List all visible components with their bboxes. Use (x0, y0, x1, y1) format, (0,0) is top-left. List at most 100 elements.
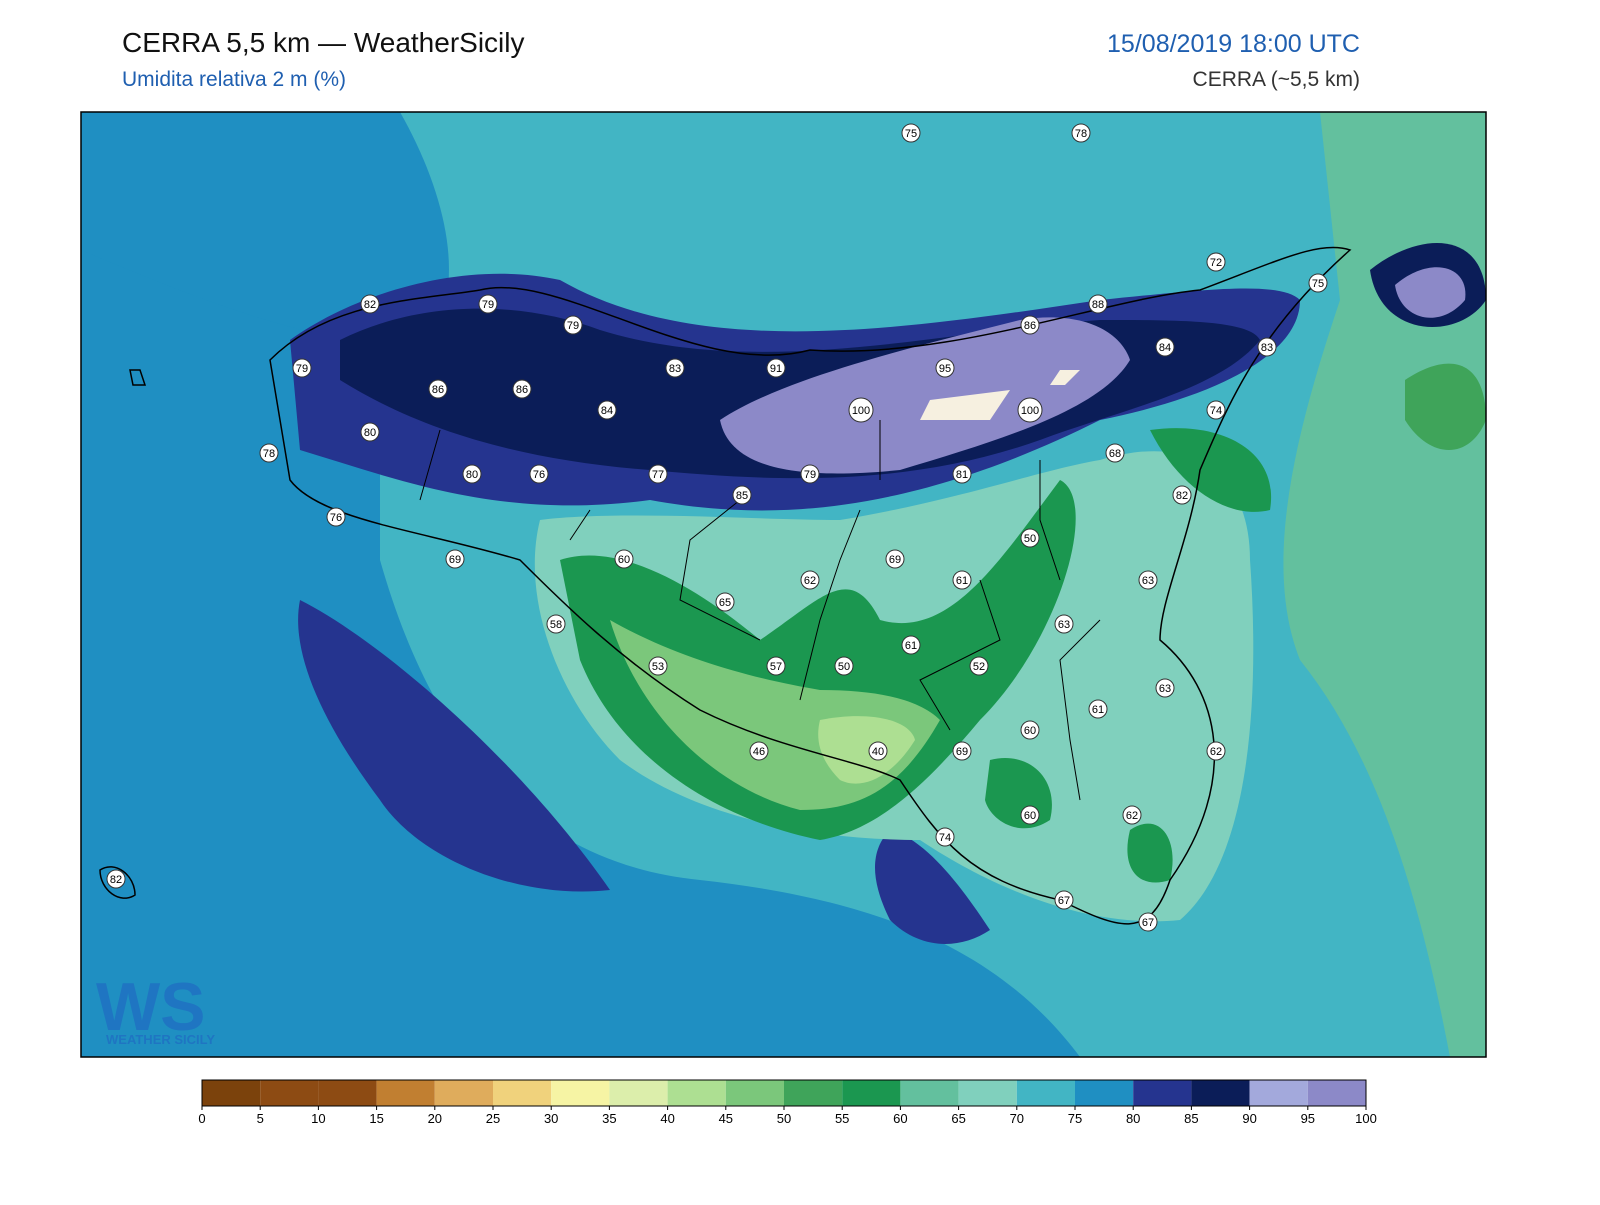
station-marker (1088, 294, 1108, 314)
station-marker (1308, 273, 1328, 293)
station-value: 86 (1024, 320, 1036, 332)
colorbar-segment (1133, 1080, 1192, 1106)
station-value: 69 (889, 554, 901, 566)
colorbar: 0 5 10 15 20 25 30 35 40 45 50 55 60 65 70 75 80 85 90 95 10… (198, 1079, 1377, 1126)
station-marker (1138, 912, 1158, 932)
station-value: 63 (1058, 619, 1070, 631)
colorbar-segment (1307, 1080, 1366, 1106)
station-marker (1105, 443, 1125, 463)
colorbar-segment (784, 1080, 843, 1106)
station-value: 82 (364, 299, 376, 311)
station-marker (1054, 890, 1074, 910)
station-marker (462, 464, 482, 484)
colorbar-tick-label: 20 (428, 1111, 442, 1126)
colorbar-tick-label: 15 (369, 1111, 383, 1126)
station-marker (1020, 315, 1040, 335)
station-marker (901, 635, 921, 655)
station-marker (1172, 485, 1192, 505)
station-value: 88 (1092, 299, 1104, 311)
station-value: 78 (263, 448, 275, 460)
station-value: 69 (956, 746, 968, 758)
colorbar-tick-label: 60 (893, 1111, 907, 1126)
station-marker (1155, 678, 1175, 698)
station-value: 61 (1092, 704, 1104, 716)
station-marker (715, 592, 735, 612)
station-marker (834, 656, 854, 676)
title: CERRA 5,5 km — WeatherSicily (122, 27, 525, 58)
colorbar-segment (376, 1080, 435, 1106)
field (81, 112, 1486, 1057)
station-marker (665, 358, 685, 378)
station-value: 86 (432, 384, 444, 396)
station-value: 62 (1126, 810, 1138, 822)
station-value: 81 (956, 469, 968, 481)
colorbar-tick-label: 40 (660, 1111, 674, 1126)
station-marker (969, 656, 989, 676)
station-value: 91 (770, 363, 782, 375)
station-value: 67 (1142, 917, 1154, 929)
station-value: 78 (1075, 128, 1087, 140)
station-value: 40 (872, 746, 884, 758)
station-marker (885, 549, 905, 569)
station-value: 58 (550, 619, 562, 631)
colorbar-segment (958, 1080, 1017, 1106)
station-value: 80 (364, 427, 376, 439)
station-marker (292, 358, 312, 378)
colorbar-segment (842, 1080, 901, 1106)
station-value: 67 (1058, 895, 1070, 907)
colorbar-tick-label: 55 (835, 1111, 849, 1126)
station-value: 62 (804, 575, 816, 587)
colorbar-tick-label: 25 (486, 1111, 500, 1126)
station-marker (326, 507, 346, 527)
station-value: 60 (1024, 810, 1036, 822)
station-marker (648, 464, 668, 484)
station-marker (952, 570, 972, 590)
station-marker (529, 464, 549, 484)
station-value: 79 (567, 320, 579, 332)
station-marker (952, 741, 972, 761)
station-marker (800, 570, 820, 590)
station-marker (1138, 570, 1158, 590)
station-value: 83 (669, 363, 681, 375)
station-value: 85 (736, 490, 748, 502)
datetime: 15/08/2019 18:00 UTC (1107, 30, 1360, 58)
station-value: 46 (753, 746, 765, 758)
station-marker (648, 656, 668, 676)
station-marker (935, 358, 955, 378)
station-marker (1020, 720, 1040, 740)
station-value: 79 (296, 363, 308, 375)
colorbar-tick-label: 80 (1126, 1111, 1140, 1126)
station-marker (445, 549, 465, 569)
station-value: 84 (601, 405, 613, 417)
colorbar-tick-label: 70 (1010, 1111, 1024, 1126)
station-value: 86 (516, 384, 528, 396)
colorbar-tick-label: 35 (602, 1111, 616, 1126)
colorbar-segment (1016, 1080, 1075, 1106)
station-marker (360, 294, 380, 314)
station-value: 79 (804, 469, 816, 481)
station-value: 95 (939, 363, 951, 375)
station-marker (1071, 123, 1091, 143)
colorbar-segment (667, 1080, 726, 1106)
station-marker (106, 869, 126, 889)
colorbar-segment (1191, 1080, 1250, 1106)
station-value: 83 (1261, 342, 1273, 354)
station-marker (1122, 805, 1142, 825)
station-value: 82 (1176, 490, 1188, 502)
station-marker (1155, 337, 1175, 357)
colorbar-tick-label: 90 (1242, 1111, 1256, 1126)
colorbar-tick-label: 95 (1301, 1111, 1315, 1126)
station-marker (1020, 805, 1040, 825)
colorbar-tick-label: 65 (951, 1111, 965, 1126)
station-marker (546, 614, 566, 634)
colorbar-segment (434, 1080, 493, 1106)
station-value: 53 (652, 661, 664, 673)
station-marker (259, 443, 279, 463)
colorbar-tick-label: 5 (257, 1111, 264, 1126)
station-marker (766, 358, 786, 378)
colorbar-tick-label: 10 (311, 1111, 325, 1126)
station-value: 74 (939, 832, 951, 844)
colorbar-segment (725, 1080, 784, 1106)
station-marker (766, 656, 786, 676)
